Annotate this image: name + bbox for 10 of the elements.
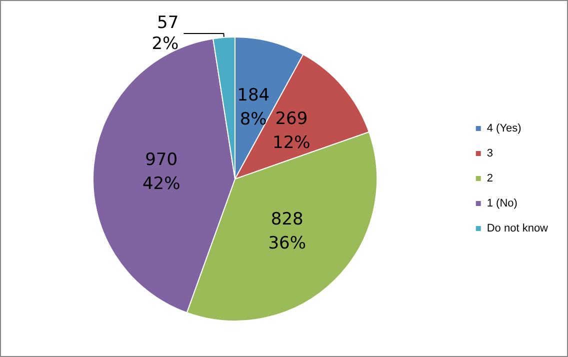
legend-label: 2 — [486, 172, 493, 184]
data-label: 970 42% — [142, 150, 180, 194]
legend-label: 1 (No) — [486, 198, 518, 210]
legend-label: 4 (Yes) — [486, 122, 522, 134]
legend-label: Do not know — [486, 222, 548, 234]
data-label: 184 8% — [237, 85, 270, 130]
data-label: 57 2% — [152, 12, 179, 54]
data-label: 269 12% — [272, 109, 310, 154]
legend-label: 3 — [486, 148, 493, 160]
data-label: 828 36% — [268, 210, 306, 254]
